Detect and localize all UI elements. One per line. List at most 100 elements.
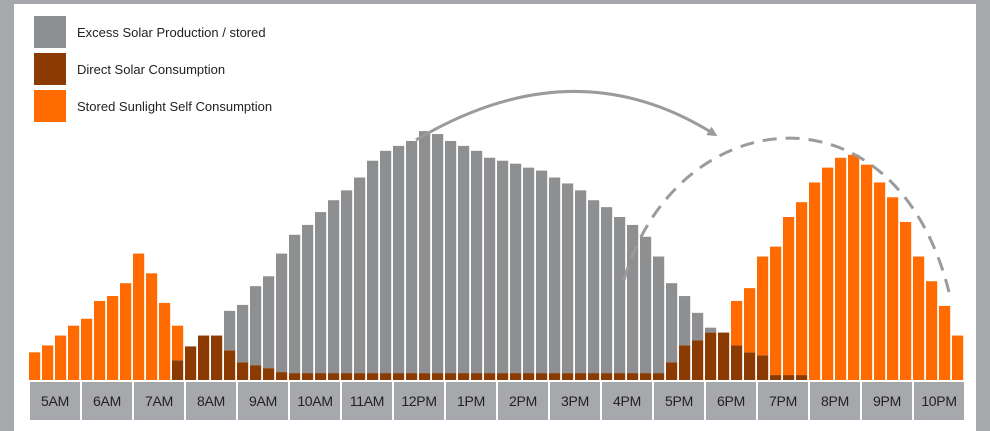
bar-stored-sunlight-self-consumption-11: [172, 325, 184, 361]
tick-box-5am: [30, 382, 80, 420]
bar-direct-solar-consumption-17: [250, 365, 262, 380]
bar-direct-solar-consumption-28: [393, 373, 405, 380]
tick-box-4pm: [602, 382, 652, 420]
bar-direct-solar-consumption-36: [497, 373, 509, 380]
tick-label-9pm: 9PM: [873, 393, 901, 409]
legend-label-stored-sunlight-self-consumption: Stored Sunlight Self Consumption: [77, 99, 272, 114]
tick-box-2pm: [498, 382, 548, 420]
bar-excess-solar-production-stored-28: [393, 145, 405, 374]
bar-direct-solar-consumption-38: [523, 373, 535, 380]
bar-direct-solar-consumption-34: [471, 373, 483, 380]
bar-direct-solar-consumption-16: [237, 362, 249, 380]
bar-stored-sunlight-self-consumption-56: [757, 256, 769, 356]
bar-direct-solar-consumption-33: [458, 373, 470, 380]
bar-stored-sunlight-self-consumption-10: [159, 302, 171, 380]
bar-stored-sunlight-self-consumption-61: [822, 167, 834, 380]
tick-box-9pm: [862, 382, 912, 420]
bar-excess-solar-production-stored-16: [237, 304, 249, 363]
bar-stored-sunlight-self-consumption-8: [133, 253, 145, 380]
tick-box-8pm: [810, 382, 860, 420]
bar-direct-solar-consumption-14: [211, 335, 223, 380]
bar-direct-solar-consumption-22: [315, 373, 327, 380]
tick-box-7am: [134, 382, 184, 420]
tick-box-1pm: [446, 382, 496, 420]
bar-excess-solar-production-stored-41: [562, 183, 574, 374]
bar-direct-solar-consumption-40: [549, 373, 561, 380]
bar-excess-solar-production-stored-36: [497, 160, 509, 374]
bar-direct-solar-consumption-45: [614, 373, 626, 380]
tick-label-6pm: 6PM: [717, 393, 745, 409]
bar-excess-solar-production-stored-32: [445, 140, 457, 374]
bar-direct-solar-consumption-23: [328, 373, 340, 380]
bar-direct-solar-consumption-12: [185, 346, 197, 380]
bar-stored-sunlight-self-consumption-62: [835, 157, 847, 380]
bar-excess-solar-production-stored-42: [575, 190, 587, 374]
bar-excess-solar-production-stored-40: [549, 177, 561, 374]
bar-excess-solar-production-stored-26: [367, 160, 379, 374]
stored-energy-dashed-curve: [622, 136, 951, 293]
bar-stored-sunlight-self-consumption-7: [120, 283, 132, 380]
bar-excess-solar-production-stored-25: [354, 177, 366, 374]
tick-label-5pm: 5PM: [665, 393, 693, 409]
bar-excess-solar-production-stored-20: [289, 234, 301, 374]
tick-label-6am: 6AM: [93, 393, 121, 409]
bar-direct-solar-consumption-43: [588, 373, 600, 380]
bars: [29, 131, 964, 380]
bar-direct-solar-consumption-31: [432, 373, 444, 380]
bar-stored-sunlight-self-consumption-54: [731, 300, 743, 346]
legend-label-direct-solar-consumption: Direct Solar Consumption: [77, 62, 225, 77]
bar-direct-solar-consumption-44: [601, 373, 613, 380]
bar-stored-sunlight-self-consumption-66: [887, 197, 899, 380]
annotations: [415, 89, 951, 293]
bar-stored-sunlight-self-consumption-63: [848, 154, 860, 380]
bar-stored-sunlight-self-consumption-64: [861, 164, 873, 380]
bar-excess-solar-production-stored-52: [705, 327, 717, 333]
bar-excess-solar-production-stored-19: [276, 253, 288, 373]
tick-label-9am: 9AM: [249, 393, 277, 409]
tick-label-7pm: 7PM: [769, 393, 797, 409]
bar-direct-solar-consumption-27: [380, 373, 392, 380]
bar-direct-solar-consumption-13: [198, 335, 210, 380]
bar-excess-solar-production-stored-44: [601, 207, 613, 374]
bar-stored-sunlight-self-consumption-67: [900, 221, 912, 380]
bar-direct-solar-consumption-19: [276, 372, 288, 380]
bar-stored-sunlight-self-consumption-58: [783, 217, 795, 376]
tick-box-7pm: [758, 382, 808, 420]
bar-direct-solar-consumption-48: [653, 373, 665, 380]
bar-direct-solar-consumption-54: [731, 345, 743, 380]
bar-stored-sunlight-self-consumption-4: [81, 318, 93, 380]
bar-excess-solar-production-stored-22: [315, 212, 327, 374]
bar-excess-solar-production-stored-29: [406, 140, 418, 374]
bar-excess-solar-production-stored-49: [666, 283, 678, 363]
solar-consumption-chart: Excess Solar Production / stored Direct S…: [29, 16, 964, 420]
bar-direct-solar-consumption-18: [263, 368, 275, 380]
bar-direct-solar-consumption-35: [484, 373, 496, 380]
bar-stored-sunlight-self-consumption-1: [42, 345, 54, 380]
bar-stored-sunlight-self-consumption-57: [770, 246, 782, 376]
tick-box-5pm: [654, 382, 704, 420]
legend-swatch-direct-solar-consumption: [34, 53, 66, 85]
bar-excess-solar-production-stored-15: [224, 310, 236, 351]
bar-stored-sunlight-self-consumption-6: [107, 296, 119, 380]
bar-stored-sunlight-self-consumption-70: [939, 305, 951, 380]
bar-stored-sunlight-self-consumption-0: [29, 352, 41, 380]
tick-label-11am: 11AM: [350, 393, 384, 409]
bar-direct-solar-consumption-49: [666, 362, 678, 380]
legend-label-excess-solar-production-stored: Excess Solar Production / stored: [77, 25, 266, 40]
tick-box-6pm: [706, 382, 756, 420]
bar-direct-solar-consumption-57: [770, 375, 782, 380]
bar-direct-solar-consumption-39: [536, 373, 548, 380]
bar-excess-solar-production-stored-45: [614, 217, 626, 374]
bar-stored-sunlight-self-consumption-68: [913, 256, 925, 380]
bar-excess-solar-production-stored-34: [471, 150, 483, 374]
bar-excess-solar-production-stored-46: [627, 224, 639, 374]
bar-excess-solar-production-stored-24: [341, 190, 353, 374]
bar-direct-solar-consumption-11: [172, 360, 184, 380]
bar-excess-solar-production-stored-48: [653, 256, 665, 374]
tick-box-6am: [82, 382, 132, 420]
bar-stored-sunlight-self-consumption-59: [796, 202, 808, 376]
legend-swatch-stored-sunlight-self-consumption: [34, 90, 66, 122]
bar-stored-sunlight-self-consumption-65: [874, 182, 886, 380]
bar-excess-solar-production-stored-17: [250, 286, 262, 366]
legend: Excess Solar Production / stored Direct S…: [34, 16, 272, 122]
